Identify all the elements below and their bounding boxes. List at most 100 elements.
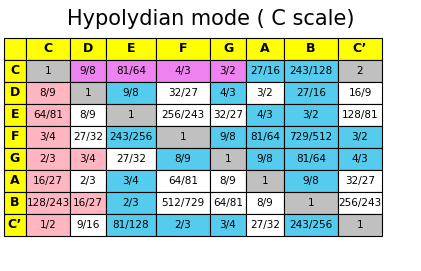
Text: 27/32: 27/32 xyxy=(116,154,146,164)
Bar xyxy=(156,82,210,104)
Bar xyxy=(210,126,246,148)
Text: 512/729: 512/729 xyxy=(161,198,205,208)
Bar xyxy=(156,104,210,126)
Bar xyxy=(106,126,156,148)
Text: 8/9: 8/9 xyxy=(220,176,236,186)
Bar xyxy=(284,192,338,214)
Text: 9/8: 9/8 xyxy=(123,88,139,98)
Bar xyxy=(26,104,70,126)
Bar xyxy=(246,192,284,214)
Bar xyxy=(246,170,284,192)
Text: 1/2: 1/2 xyxy=(40,220,56,230)
Text: 9/8: 9/8 xyxy=(220,132,236,142)
Text: 8/9: 8/9 xyxy=(257,198,273,208)
Bar xyxy=(70,60,106,82)
Bar xyxy=(338,214,382,236)
Bar xyxy=(156,126,210,148)
Bar xyxy=(4,192,26,214)
Text: 1: 1 xyxy=(180,132,187,142)
Text: 2: 2 xyxy=(357,66,363,76)
Bar xyxy=(106,170,156,192)
Text: 1: 1 xyxy=(225,154,231,164)
Text: 3/4: 3/4 xyxy=(40,132,56,142)
Text: 9/16: 9/16 xyxy=(76,220,100,230)
Bar xyxy=(4,60,26,82)
Text: 9/8: 9/8 xyxy=(303,176,320,186)
Bar xyxy=(26,60,70,82)
Text: 8/9: 8/9 xyxy=(175,154,192,164)
Bar xyxy=(210,192,246,214)
Text: 64/81: 64/81 xyxy=(33,110,63,120)
Text: D: D xyxy=(83,43,93,56)
Text: 4/3: 4/3 xyxy=(175,66,192,76)
Bar xyxy=(106,38,156,60)
Text: 2/3: 2/3 xyxy=(40,154,56,164)
Text: 1: 1 xyxy=(308,198,314,208)
Bar xyxy=(156,192,210,214)
Text: A: A xyxy=(10,175,20,188)
Text: F: F xyxy=(179,43,187,56)
Text: 27/32: 27/32 xyxy=(250,220,280,230)
Bar xyxy=(284,38,338,60)
Bar xyxy=(338,38,382,60)
Text: 27/16: 27/16 xyxy=(296,88,326,98)
Bar xyxy=(70,192,106,214)
Text: 3/2: 3/2 xyxy=(352,132,368,142)
Bar xyxy=(210,60,246,82)
Text: 2/3: 2/3 xyxy=(123,198,139,208)
Bar xyxy=(210,38,246,60)
Text: 8/9: 8/9 xyxy=(40,88,56,98)
Bar xyxy=(338,104,382,126)
Text: 32/27: 32/27 xyxy=(168,88,198,98)
Bar xyxy=(246,60,284,82)
Text: 3/4: 3/4 xyxy=(220,220,236,230)
Bar xyxy=(338,82,382,104)
Bar xyxy=(26,214,70,236)
Bar xyxy=(70,214,106,236)
Bar xyxy=(106,214,156,236)
Text: 1: 1 xyxy=(45,66,51,76)
Text: 16/9: 16/9 xyxy=(348,88,372,98)
Text: 243/256: 243/256 xyxy=(109,132,153,142)
Text: G: G xyxy=(10,153,20,166)
Bar xyxy=(246,214,284,236)
Text: 729/512: 729/512 xyxy=(289,132,333,142)
Bar xyxy=(246,104,284,126)
Text: 81/128: 81/128 xyxy=(113,220,149,230)
Bar xyxy=(284,148,338,170)
Text: 243/256: 243/256 xyxy=(289,220,333,230)
Text: 256/243: 256/243 xyxy=(161,110,205,120)
Text: 64/81: 64/81 xyxy=(213,198,243,208)
Text: 256/243: 256/243 xyxy=(338,198,381,208)
Bar xyxy=(106,82,156,104)
Text: C’: C’ xyxy=(8,218,22,231)
Text: D: D xyxy=(10,86,20,99)
Bar xyxy=(4,126,26,148)
Text: B: B xyxy=(10,196,20,209)
Text: 9/8: 9/8 xyxy=(80,66,96,76)
Bar xyxy=(210,170,246,192)
Bar xyxy=(4,148,26,170)
Text: 9/8: 9/8 xyxy=(257,154,273,164)
Text: Hypolydian mode ( C scale): Hypolydian mode ( C scale) xyxy=(67,9,354,29)
Bar xyxy=(246,82,284,104)
Text: 27/32: 27/32 xyxy=(73,132,103,142)
Bar xyxy=(156,148,210,170)
Bar xyxy=(284,214,338,236)
Text: 1: 1 xyxy=(357,220,363,230)
Bar xyxy=(210,82,246,104)
Text: 243/128: 243/128 xyxy=(289,66,333,76)
Text: 27/16: 27/16 xyxy=(250,66,280,76)
Bar xyxy=(4,82,26,104)
Bar xyxy=(156,38,210,60)
Text: E: E xyxy=(127,43,135,56)
Text: 4/3: 4/3 xyxy=(220,88,236,98)
Text: E: E xyxy=(11,108,19,121)
Bar xyxy=(338,60,382,82)
Bar xyxy=(284,126,338,148)
Text: C: C xyxy=(43,43,53,56)
Bar xyxy=(70,126,106,148)
Text: B: B xyxy=(306,43,316,56)
Text: 81/64: 81/64 xyxy=(296,154,326,164)
Bar xyxy=(106,104,156,126)
